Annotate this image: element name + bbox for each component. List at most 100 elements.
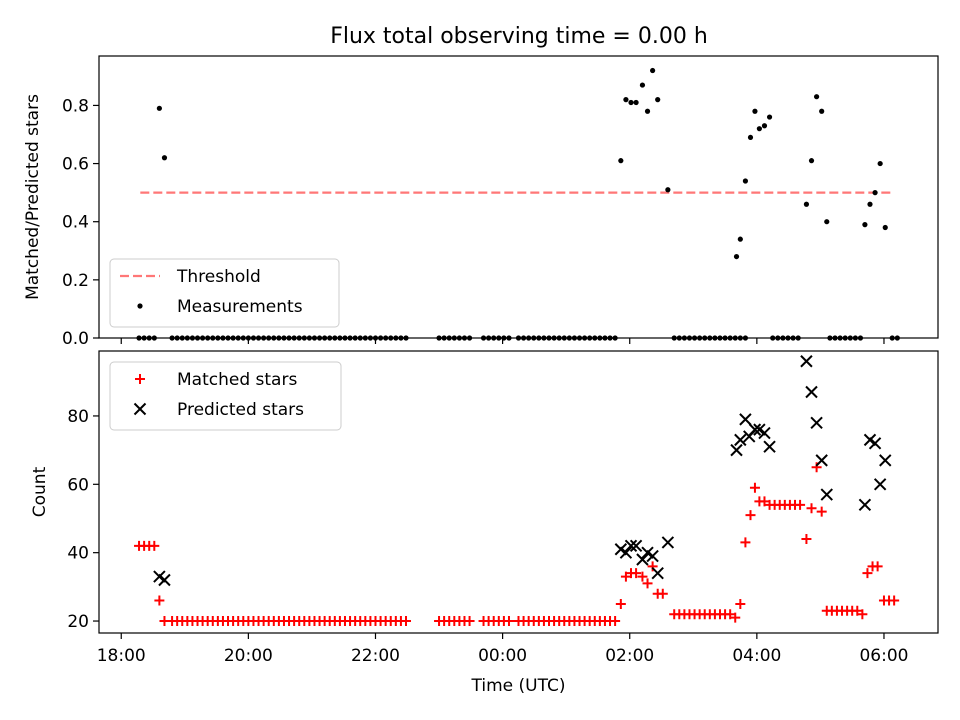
legend-label: Matched stars [177, 370, 297, 390]
matched-point [852, 605, 863, 616]
legend-measurement-swatch [137, 303, 143, 309]
matched-point [872, 561, 883, 572]
matched-point [862, 568, 873, 579]
matched-point [610, 616, 621, 627]
measurement-point [733, 253, 740, 260]
matched-point [740, 537, 751, 548]
x-tick-label: 04:00 [732, 646, 781, 666]
legend-box [109, 258, 340, 328]
matched-point [759, 496, 770, 507]
measurement-point [813, 94, 820, 100]
x-tick-label: 00:00 [478, 646, 527, 666]
x-tick-label: 22:00 [351, 646, 400, 666]
measurement-point [882, 224, 888, 231]
measurement-point [867, 201, 873, 207]
matched-point [725, 609, 736, 620]
predicted-point [619, 546, 633, 559]
axes-frame [98, 55, 939, 339]
measurement-point [618, 158, 624, 164]
matched-point [857, 609, 868, 620]
measurement-point [737, 236, 743, 242]
matched-point [795, 499, 806, 510]
measurement-point [872, 190, 878, 196]
matched-point [657, 588, 668, 599]
measurement-point [742, 178, 749, 184]
measurement-point [766, 114, 773, 120]
matched-point [749, 482, 760, 493]
legend-box [109, 361, 342, 431]
series-matched-stars [134, 462, 900, 627]
matched-point [735, 598, 746, 609]
predicted-point [734, 433, 747, 447]
predicted-point [800, 355, 813, 368]
legend-label: Predicted stars [177, 400, 304, 420]
predicted-point [758, 426, 771, 440]
predicted-point [815, 454, 828, 467]
matched-point [806, 503, 817, 514]
predicted-point [748, 423, 762, 436]
y-tick-label: 0.0 [62, 329, 89, 349]
y-axis-label: Count [30, 466, 50, 517]
legend-label: Threshold [176, 267, 261, 287]
measurement-point [803, 201, 810, 207]
matched-point [816, 506, 827, 517]
predicted-point [858, 498, 872, 512]
y-tick-label: 0.4 [62, 213, 89, 233]
y-tick-label: 0.2 [62, 271, 89, 291]
measurement-point [862, 222, 868, 228]
measurement-point [824, 219, 830, 225]
legend-label: Measurements [177, 297, 303, 317]
x-tick-label: 20:00 [224, 646, 273, 666]
matched-point [149, 540, 160, 551]
y-tick-label: 20 [67, 612, 89, 632]
matched-point [642, 578, 653, 589]
measurement-point [877, 160, 883, 167]
predicted-point [730, 443, 743, 457]
axes-frame [98, 350, 939, 634]
figure-title: Flux total observing time = 0.00 h [330, 24, 708, 49]
matched-point [464, 616, 475, 627]
matched-point [811, 462, 822, 473]
matched-point [620, 571, 631, 582]
series-predicted-stars [153, 355, 892, 587]
predicted-point [873, 478, 887, 491]
measurement-point [756, 126, 762, 132]
matched-point [503, 616, 514, 627]
measurement-point [747, 134, 754, 141]
matched-point [889, 595, 900, 606]
matched-point [730, 612, 741, 623]
predicted-point [661, 536, 675, 549]
y-axis-label: Matched/Predicted stars [23, 94, 43, 300]
measurement-point [650, 67, 656, 74]
predicted-point [739, 413, 752, 426]
y-tick-label: 0.6 [62, 155, 89, 175]
matched-point [647, 561, 658, 572]
legend: Matched stars Predicted stars [109, 361, 342, 431]
y-tick-label: 80 [67, 407, 89, 427]
legend-predicted-swatch [133, 402, 147, 416]
legend-matched-swatch [135, 374, 145, 384]
bottom-axes: 18:00 20:00 22:00 00:00 02:00 04:00 06:00 20 40 6… [30, 350, 939, 696]
predicted-point [868, 437, 882, 450]
measurement-point [639, 82, 646, 88]
matched-point [154, 595, 165, 606]
predicted-point [624, 539, 638, 553]
matched-point [631, 568, 642, 579]
matched-point [745, 510, 756, 521]
measurement-point [665, 187, 671, 193]
y-tick-label: 40 [67, 544, 89, 564]
measurement-point [623, 97, 629, 103]
predicted-point [158, 573, 171, 587]
legend: Threshold Measurements [109, 258, 340, 328]
matched-point [615, 598, 626, 609]
predicted-point [879, 454, 892, 467]
matched-point [400, 616, 411, 627]
measurement-point [819, 108, 825, 114]
measurement-point [628, 99, 634, 106]
measurement-point [156, 105, 162, 111]
predicted-point [820, 488, 833, 501]
predicted-point [763, 440, 776, 453]
top-axes: 0.0 0.2 0.4 0.6 0.8 Matched/Predicted stars Th… [23, 55, 939, 349]
